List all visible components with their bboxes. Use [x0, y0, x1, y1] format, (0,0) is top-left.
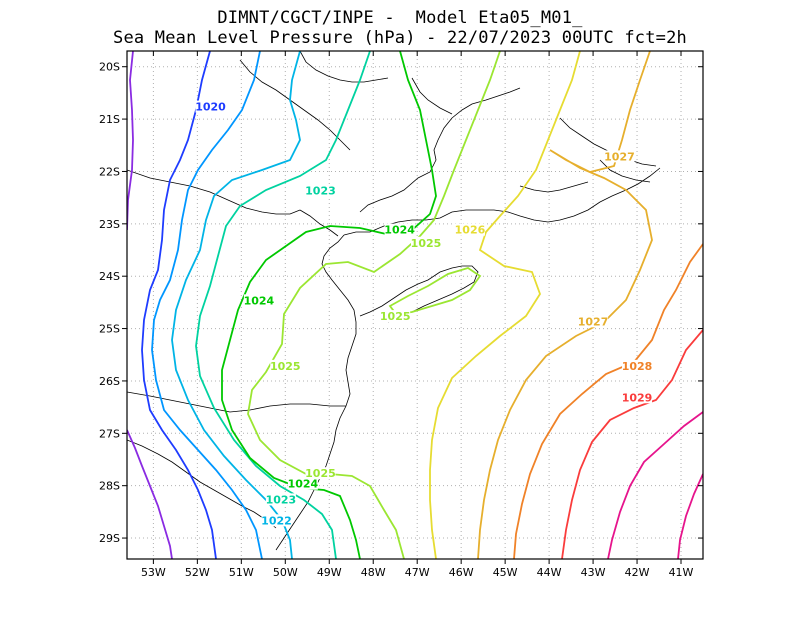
isobar-label-bg	[243, 294, 274, 307]
isobar-label: 1027	[578, 315, 609, 328]
isobar-label-bg	[287, 477, 318, 490]
isobar-label-bg	[604, 150, 635, 163]
isobar-label: 1025	[270, 360, 301, 373]
x-tick-label: 47W	[405, 566, 430, 579]
isobar-label-bg	[622, 359, 653, 372]
y-tick-label: 21S	[99, 113, 120, 126]
isobar-label: 1025	[411, 237, 442, 250]
x-tick-label: 53W	[141, 566, 166, 579]
isobar-1019-south	[127, 429, 173, 559]
isobar-label-bg	[380, 310, 411, 323]
isobar-label-bg	[305, 184, 336, 197]
map-frame	[126, 50, 704, 560]
x-tick-label: 49W	[317, 566, 342, 579]
isobar-label-bg	[265, 493, 296, 506]
isobar-label: 1020	[195, 101, 226, 114]
y-tick-label: 25S	[99, 323, 120, 336]
x-tick-label: 45W	[493, 566, 518, 579]
isobar-label: 1023	[305, 184, 336, 197]
isobar-label-bg	[305, 467, 336, 480]
isobar-label-bg	[622, 391, 653, 404]
isobar-label-bg	[270, 359, 301, 372]
isobar-label: 1023	[266, 493, 297, 506]
isobar-label: 1024	[244, 294, 275, 307]
y-tick-label: 29S	[99, 532, 120, 545]
isobar-label-bg	[454, 223, 485, 236]
isobar-label-bg	[195, 100, 226, 113]
y-tick-label: 24S	[99, 270, 120, 283]
x-tick-label: 44W	[537, 566, 562, 579]
x-tick-label: 52W	[185, 566, 210, 579]
grid-lines	[127, 51, 703, 559]
isobar-label-bg	[384, 223, 415, 236]
isobar-label-bg	[578, 315, 609, 328]
isobar-1027	[477, 51, 653, 559]
isobar-label-bg	[410, 236, 441, 249]
isobar-1019	[127, 51, 134, 231]
isobars	[127, 51, 703, 559]
isobar-1022	[171, 51, 301, 559]
chart-title: DIMNT/CGCT/INPE - Model Eta05_M01_	[217, 8, 583, 28]
x-tick-label: 41W	[669, 566, 694, 579]
isobar-label: 1022	[261, 514, 292, 527]
chart-subtitle: Sea Mean Level Pressure (hPa) - 22/07/20…	[113, 28, 687, 48]
x-tick-label: 42W	[625, 566, 650, 579]
y-axis: 20S 21S 22S 23S 24S 25S 26S 27S 28S 29S	[99, 61, 703, 545]
isobar-label: 1029	[622, 391, 653, 404]
x-tick-label: 50W	[273, 566, 298, 579]
isobar-1026	[429, 51, 581, 559]
x-tick-label: 43W	[581, 566, 606, 579]
x-tick-label: 46W	[449, 566, 474, 579]
isobar-labels: 1020102210231023102410241024102510251025…	[195, 100, 653, 527]
x-tick-label: 48W	[361, 566, 386, 579]
y-tick-label: 22S	[99, 165, 120, 178]
y-tick-label: 27S	[99, 427, 120, 440]
isobar-label: 1024	[384, 224, 415, 237]
x-axis: 53W 52W 51W 50W 49W 48W 47W 46W 45W 44W 43W 42W 41W	[141, 51, 694, 579]
y-tick-label: 23S	[99, 218, 120, 231]
y-tick-label: 28S	[99, 480, 120, 493]
x-tick-label: 51W	[229, 566, 254, 579]
isobar-label: 1024	[288, 478, 319, 491]
isobar-1023	[195, 51, 371, 559]
isobar-1028	[513, 243, 703, 559]
isobar-1021	[151, 51, 263, 559]
isobar-1020	[141, 51, 217, 559]
isobar-1031	[677, 473, 703, 559]
isobar-1025	[247, 51, 501, 559]
coastline	[127, 51, 661, 551]
y-tick-label: 26S	[99, 375, 120, 388]
y-tick-label: 20S	[99, 61, 120, 74]
isobar-label: 1027	[604, 150, 635, 163]
isobar-label: 1028	[622, 360, 653, 373]
isobar-1029	[561, 329, 703, 559]
isobar-label: 1025	[305, 467, 336, 480]
isobar-label: 1025	[380, 310, 411, 323]
isobar-label: 1026	[455, 224, 486, 237]
isobar-1030	[607, 411, 703, 559]
isobar-label-bg	[261, 514, 292, 527]
